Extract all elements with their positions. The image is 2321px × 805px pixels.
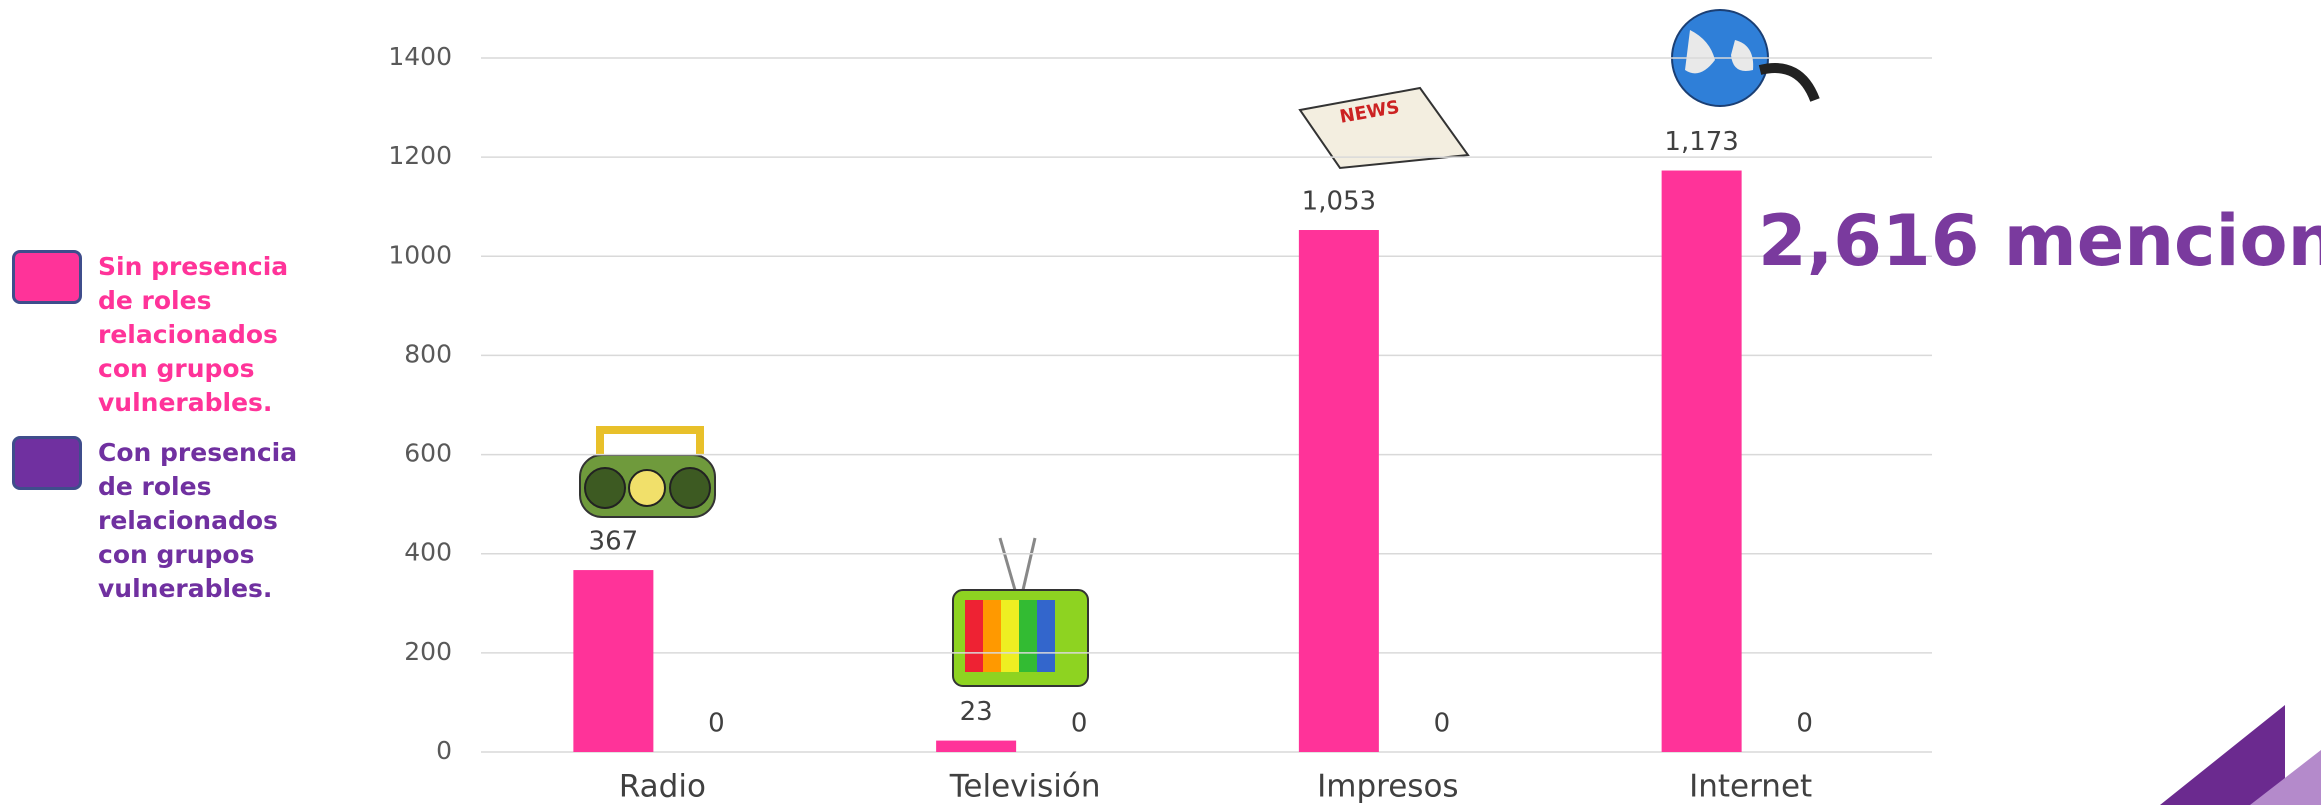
legend-label: Con presencia de roles relacionados con … bbox=[98, 438, 298, 603]
tv-icon bbox=[952, 537, 1089, 687]
y-tick-label: 1400 bbox=[388, 42, 452, 71]
bar bbox=[936, 740, 1017, 752]
y-tick-label: 1000 bbox=[388, 240, 452, 269]
value-label: 0 bbox=[1071, 709, 1088, 739]
value-label: 1,053 bbox=[1302, 187, 1376, 217]
y-tick-label: 600 bbox=[404, 439, 452, 468]
value-label: 0 bbox=[1796, 709, 1813, 739]
value-label: 0 bbox=[708, 709, 725, 739]
y-tick-label: 400 bbox=[404, 538, 452, 567]
value-label: 1,173 bbox=[1664, 127, 1738, 157]
legend-label: Sin presencia de roles relacionados con … bbox=[98, 252, 289, 417]
legend-item: Con presencia de roles relacionados con … bbox=[12, 436, 332, 606]
decoration bbox=[2250, 750, 2321, 805]
bar bbox=[1661, 170, 1742, 752]
bar bbox=[573, 570, 654, 752]
y-tick-label: 800 bbox=[404, 339, 452, 368]
value-label: 367 bbox=[589, 527, 639, 557]
x-tick-label: Televisión bbox=[949, 769, 1101, 805]
radio-icon bbox=[579, 426, 716, 518]
value-label: 23 bbox=[960, 697, 993, 727]
legend-item: Sin presencia de roles relacionados con … bbox=[12, 250, 332, 420]
newspaper-icon: NEWS bbox=[1298, 86, 1470, 170]
y-tick-label: 1200 bbox=[388, 141, 452, 170]
value-label: 0 bbox=[1434, 709, 1451, 739]
legend-swatch bbox=[12, 436, 82, 490]
y-tick-label: 200 bbox=[404, 637, 452, 666]
legend: Sin presencia de roles relacionados con … bbox=[12, 250, 332, 622]
decoration bbox=[2160, 705, 2285, 805]
annotation: 2,616 menciones bbox=[1758, 200, 2321, 282]
y-tick-label: 0 bbox=[436, 736, 452, 765]
legend-swatch bbox=[12, 250, 82, 304]
x-tick-label: Internet bbox=[1689, 769, 1812, 805]
x-tick-label: Radio bbox=[619, 769, 706, 805]
bar bbox=[1298, 230, 1379, 752]
x-tick-label: Impresos bbox=[1317, 769, 1458, 805]
